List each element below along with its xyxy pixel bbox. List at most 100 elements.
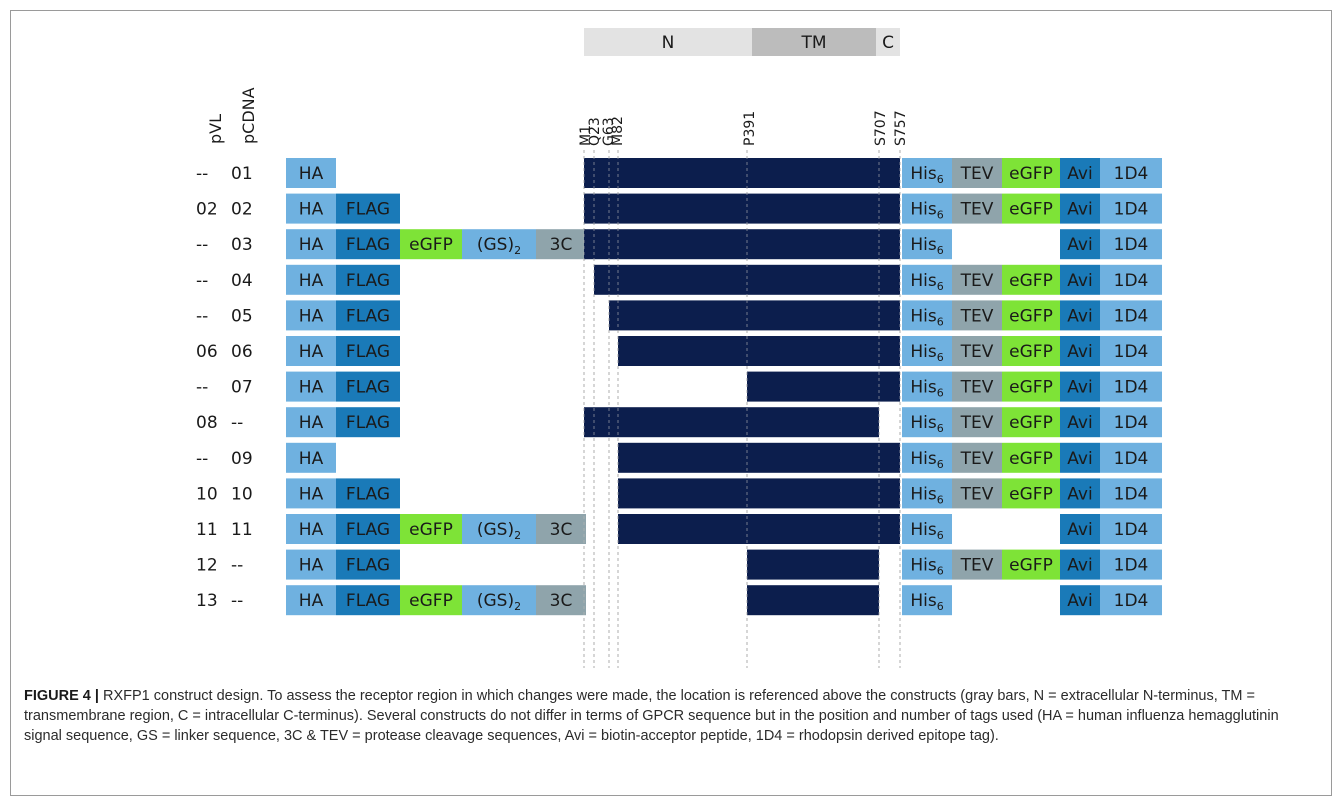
construct-row-11: 11 11 HA FLAG eGFP (GS)2 3C His6 Avi 1D4 bbox=[196, 514, 1162, 544]
c-tag-tev bbox=[952, 336, 1002, 366]
tag-label-avi: Avi bbox=[1067, 484, 1092, 504]
c-tag-tev bbox=[952, 407, 1002, 438]
c-tag-1d4 bbox=[1100, 158, 1162, 188]
region-tm-bar bbox=[752, 28, 876, 56]
c-tag-1d4 bbox=[1100, 407, 1162, 438]
tag-label-egfp: eGFP bbox=[409, 520, 453, 540]
tag-label-flag: FLAG bbox=[346, 378, 390, 398]
tag-label-tev: TEV bbox=[960, 556, 994, 576]
c-tag-his bbox=[902, 193, 952, 224]
c-tag-his bbox=[902, 158, 952, 188]
c-tag-1d4 bbox=[1100, 371, 1162, 402]
pcdna-id: -- bbox=[231, 413, 243, 433]
construct-row-6: 06 06 HA FLAG His6 TEV eGFP Avi 1D4 bbox=[196, 336, 1162, 366]
c-tag-egfp bbox=[1002, 549, 1060, 580]
tag-label-tev: TEV bbox=[960, 271, 994, 291]
residue-label-s707: S707 bbox=[873, 110, 889, 146]
receptor-bar bbox=[618, 478, 900, 509]
tag-label-egfp: eGFP bbox=[1009, 556, 1053, 576]
c-tag-avi bbox=[1060, 336, 1100, 366]
tag-label-gs: (GS)2 bbox=[477, 520, 521, 542]
pvl-id: -- bbox=[196, 164, 208, 184]
c-tag-1d4 bbox=[1100, 442, 1162, 473]
tag-label-1d4: 1D4 bbox=[1114, 235, 1149, 255]
tag-label-egfp: eGFP bbox=[1009, 378, 1053, 398]
tag-label-tev: TEV bbox=[960, 413, 994, 433]
region-n-bar bbox=[584, 28, 752, 56]
c-tag-egfp bbox=[1002, 158, 1060, 188]
c-tag-his bbox=[902, 585, 952, 616]
tag-label-flag: FLAG bbox=[346, 200, 390, 220]
c-tag-tev bbox=[952, 478, 1002, 509]
receptor-bar bbox=[584, 193, 900, 224]
tag-label-ha: HA bbox=[299, 200, 324, 220]
tag-label-ha: HA bbox=[299, 591, 324, 611]
construct-row-10: 10 10 HA FLAG His6 TEV eGFP Avi 1D4 bbox=[196, 478, 1162, 509]
pcdna-id: 04 bbox=[231, 271, 253, 291]
c-tag-his bbox=[902, 478, 952, 509]
n-tag-egfp bbox=[400, 229, 462, 260]
tag-label-flag: FLAG bbox=[346, 591, 390, 611]
n-tag-flag bbox=[336, 193, 400, 224]
c-tag-egfp bbox=[1002, 264, 1060, 295]
tag-label-egfp: eGFP bbox=[409, 235, 453, 255]
tag-label-egfp: eGFP bbox=[1009, 342, 1053, 362]
tag-label-tev: TEV bbox=[960, 484, 994, 504]
tag-label-avi: Avi bbox=[1067, 591, 1092, 611]
tag-label-egfp: eGFP bbox=[1009, 200, 1053, 220]
c-tag-his bbox=[902, 336, 952, 366]
c-tag-avi bbox=[1060, 158, 1100, 188]
region-c-bar bbox=[876, 28, 900, 56]
tag-label-his: His6 bbox=[910, 591, 943, 613]
n-tag-flag bbox=[336, 336, 400, 366]
tag-label-his: His6 bbox=[910, 520, 943, 542]
residue-label-m1: M1 bbox=[578, 125, 594, 146]
pcdna-id: 07 bbox=[231, 378, 253, 398]
pvl-id: 08 bbox=[196, 413, 218, 433]
c-tag-avi bbox=[1060, 442, 1100, 473]
tag-label-1d4: 1D4 bbox=[1114, 591, 1149, 611]
residue-label-g63: G63 bbox=[601, 117, 617, 146]
pcdna-id: 10 bbox=[231, 484, 253, 504]
n-tag-ha bbox=[286, 407, 336, 438]
tag-label-1d4: 1D4 bbox=[1114, 306, 1149, 326]
region-tm-label: TM bbox=[800, 33, 826, 53]
n-tag-gs bbox=[462, 585, 536, 616]
c-tag-egfp bbox=[1002, 407, 1060, 438]
caption-label: FIGURE 4 | bbox=[24, 688, 99, 704]
n-tag-3c bbox=[536, 514, 586, 544]
tag-label-avi: Avi bbox=[1067, 378, 1092, 398]
c-tag-tev bbox=[952, 549, 1002, 580]
tag-label-1d4: 1D4 bbox=[1114, 200, 1149, 220]
pvl-id: 11 bbox=[196, 520, 218, 540]
c-tag-1d4 bbox=[1100, 585, 1162, 616]
tag-label-avi: Avi bbox=[1067, 520, 1092, 540]
n-tag-ha bbox=[286, 229, 336, 260]
c-tag-tev bbox=[952, 371, 1002, 402]
n-tag-flag bbox=[336, 229, 400, 260]
c-tag-1d4 bbox=[1100, 193, 1162, 224]
n-tag-ha bbox=[286, 336, 336, 366]
tag-label-flag: FLAG bbox=[346, 271, 390, 291]
c-tag-egfp bbox=[1002, 442, 1060, 473]
n-tag-ha bbox=[286, 478, 336, 509]
tag-label-his: His6 bbox=[910, 342, 943, 364]
construct-row-2: 02 02 HA FLAG His6 TEV eGFP Avi 1D4 bbox=[196, 193, 1162, 224]
n-tag-egfp bbox=[400, 514, 462, 544]
tag-label-flag: FLAG bbox=[346, 484, 390, 504]
n-tag-flag bbox=[336, 585, 400, 616]
c-tag-avi bbox=[1060, 371, 1100, 402]
n-tag-flag bbox=[336, 514, 400, 544]
c-tag-1d4 bbox=[1100, 514, 1162, 544]
tag-label-tev: TEV bbox=[960, 342, 994, 362]
tag-label-his: His6 bbox=[910, 556, 943, 578]
tag-label-tev: TEV bbox=[960, 164, 994, 184]
n-tag-flag bbox=[336, 264, 400, 295]
c-tag-1d4 bbox=[1100, 336, 1162, 366]
pcdna-id: 03 bbox=[231, 235, 253, 255]
receptor-bar bbox=[584, 407, 879, 438]
residue-label-m82: M82 bbox=[610, 116, 626, 146]
receptor-bar bbox=[584, 229, 900, 260]
c-tag-his bbox=[902, 514, 952, 544]
